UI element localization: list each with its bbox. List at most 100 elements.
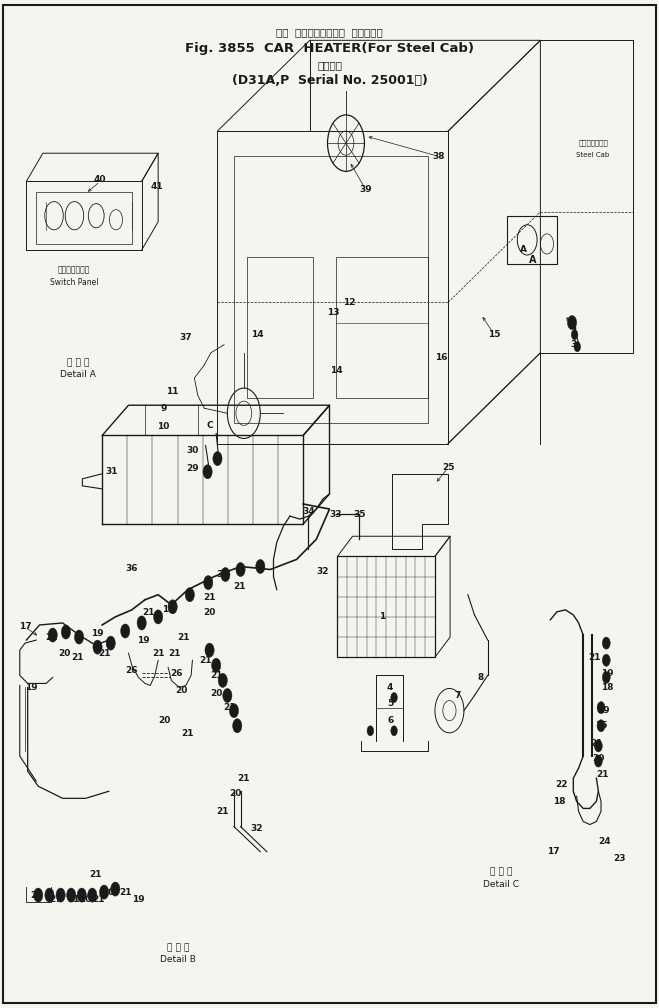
Circle shape — [168, 600, 177, 614]
Text: 41: 41 — [150, 182, 163, 191]
Text: 26: 26 — [126, 666, 138, 674]
Text: C: C — [206, 421, 213, 429]
Text: 14: 14 — [250, 331, 264, 339]
Text: 21: 21 — [588, 653, 600, 661]
Text: 6: 6 — [387, 717, 393, 725]
Circle shape — [74, 630, 84, 644]
Text: A: A — [521, 246, 527, 254]
Text: 21: 21 — [152, 649, 164, 657]
Text: 19: 19 — [132, 895, 145, 903]
Text: 20: 20 — [59, 649, 71, 657]
Circle shape — [391, 692, 397, 703]
Text: Ｃ 詳 順: Ｃ 詳 順 — [490, 868, 512, 876]
Text: 26: 26 — [171, 669, 183, 677]
Circle shape — [77, 888, 86, 902]
Bar — [507, 216, 557, 264]
Bar — [234, 156, 428, 423]
Circle shape — [185, 588, 194, 602]
Circle shape — [236, 562, 245, 577]
Text: 20: 20 — [229, 789, 241, 797]
Text: スイッチパネル: スイッチパネル — [57, 266, 90, 274]
Text: 33: 33 — [217, 571, 229, 579]
Circle shape — [212, 658, 221, 672]
Text: 29: 29 — [186, 465, 199, 473]
Text: 40: 40 — [94, 175, 106, 183]
Text: (D31A,P  Serial No. 25001－): (D31A,P Serial No. 25001－) — [231, 75, 428, 87]
Circle shape — [602, 637, 610, 649]
Text: 18: 18 — [162, 606, 174, 614]
Text: 21: 21 — [204, 594, 215, 602]
Circle shape — [213, 452, 222, 466]
Text: 21: 21 — [142, 609, 154, 617]
Text: 31: 31 — [106, 468, 118, 476]
Bar — [247, 257, 313, 398]
Text: 11: 11 — [167, 387, 179, 395]
Circle shape — [223, 688, 232, 703]
Text: 15: 15 — [488, 331, 500, 339]
Text: 32: 32 — [251, 825, 263, 833]
Circle shape — [137, 616, 146, 630]
Text: 2: 2 — [570, 327, 577, 335]
Circle shape — [391, 726, 397, 736]
Text: 9: 9 — [160, 404, 167, 412]
Circle shape — [203, 465, 212, 479]
Text: 8: 8 — [478, 673, 484, 681]
Text: 17: 17 — [18, 623, 32, 631]
Text: 21: 21 — [217, 807, 229, 815]
Circle shape — [45, 888, 54, 902]
Text: Ａ 詳 順: Ａ 詳 順 — [67, 359, 89, 367]
Circle shape — [597, 702, 605, 714]
Circle shape — [204, 576, 213, 590]
Text: 21: 21 — [210, 671, 222, 679]
Text: 21: 21 — [68, 895, 80, 903]
Text: 21: 21 — [90, 871, 101, 879]
Text: 19: 19 — [91, 629, 104, 637]
Text: 19: 19 — [601, 669, 614, 677]
Text: 21: 21 — [223, 704, 235, 712]
Circle shape — [56, 888, 65, 902]
Text: 20: 20 — [592, 754, 604, 762]
Bar — [337, 556, 435, 657]
Text: 21: 21 — [45, 633, 57, 641]
Text: 17: 17 — [547, 848, 560, 856]
Text: 20: 20 — [210, 689, 222, 698]
Circle shape — [233, 719, 242, 733]
Text: Detail C: Detail C — [483, 880, 519, 888]
Text: Fig. 3855  CAR  HEATER(For Steel Cab): Fig. 3855 CAR HEATER(For Steel Cab) — [185, 42, 474, 54]
Text: 34: 34 — [302, 507, 315, 515]
Circle shape — [597, 720, 605, 732]
Text: 14: 14 — [330, 367, 343, 375]
Text: 20: 20 — [103, 888, 115, 896]
Text: 30: 30 — [186, 447, 198, 455]
Text: 22: 22 — [556, 780, 567, 788]
Text: 21: 21 — [597, 770, 609, 778]
Circle shape — [256, 559, 265, 574]
Text: 21: 21 — [98, 649, 110, 657]
Text: 16: 16 — [436, 354, 447, 362]
Text: A: A — [529, 255, 536, 265]
Circle shape — [106, 636, 115, 650]
Text: 20: 20 — [159, 717, 171, 725]
Text: 19: 19 — [25, 683, 38, 691]
Text: Detail B: Detail B — [160, 956, 196, 964]
Bar — [336, 257, 428, 398]
Text: 21: 21 — [177, 633, 189, 641]
Text: 32: 32 — [317, 568, 329, 576]
Circle shape — [48, 628, 57, 642]
Text: 21: 21 — [182, 730, 194, 738]
Text: 35: 35 — [353, 510, 365, 518]
Circle shape — [93, 640, 102, 654]
Text: 36: 36 — [126, 564, 138, 573]
Text: Steel Cab: Steel Cab — [577, 152, 610, 158]
Circle shape — [100, 885, 109, 899]
Text: 37: 37 — [179, 334, 192, 342]
Text: 21: 21 — [93, 895, 105, 903]
Text: 25: 25 — [442, 464, 454, 472]
Bar — [36, 192, 132, 244]
Text: 1: 1 — [379, 613, 386, 621]
Circle shape — [229, 704, 239, 718]
Text: 19: 19 — [137, 636, 150, 644]
Text: 18: 18 — [553, 797, 565, 805]
Circle shape — [594, 740, 602, 752]
Text: 21: 21 — [238, 774, 250, 782]
